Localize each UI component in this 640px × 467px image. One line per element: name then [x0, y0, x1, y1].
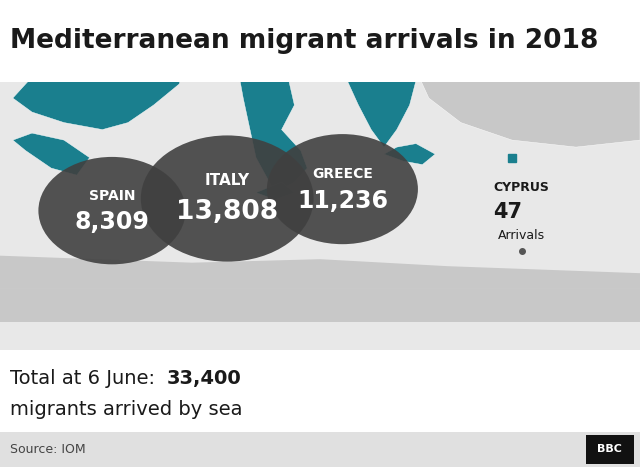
Ellipse shape	[267, 134, 418, 244]
Polygon shape	[166, 28, 256, 63]
Text: 11,236: 11,236	[297, 189, 388, 213]
Text: Mediterranean migrant arrivals in 2018: Mediterranean migrant arrivals in 2018	[10, 28, 598, 54]
Polygon shape	[0, 18, 128, 42]
Text: Total at 6 June:: Total at 6 June:	[10, 369, 161, 389]
Polygon shape	[384, 144, 435, 164]
Text: ITALY: ITALY	[205, 173, 250, 188]
Text: 33,400: 33,400	[166, 369, 241, 389]
Polygon shape	[256, 182, 294, 199]
Text: Arrivals: Arrivals	[498, 229, 545, 242]
Polygon shape	[346, 49, 416, 147]
Ellipse shape	[141, 135, 314, 262]
Polygon shape	[0, 0, 640, 21]
Text: SPAIN: SPAIN	[89, 189, 135, 203]
Text: CYPRUS: CYPRUS	[493, 181, 550, 193]
Polygon shape	[320, 42, 397, 70]
Polygon shape	[416, 46, 640, 147]
Polygon shape	[13, 31, 186, 129]
Bar	[0, 0, 640, 82]
Text: Source: IOM: Source: IOM	[10, 443, 85, 456]
Bar	[0, 432, 640, 467]
Polygon shape	[0, 289, 640, 322]
Ellipse shape	[38, 157, 186, 264]
Text: 47: 47	[493, 202, 522, 222]
Text: 13,808: 13,808	[176, 199, 278, 226]
Polygon shape	[230, 21, 307, 192]
Bar	[0, 0, 640, 350]
Text: BBC: BBC	[597, 445, 622, 454]
Polygon shape	[0, 256, 640, 289]
Bar	[586, 435, 634, 464]
Polygon shape	[13, 133, 90, 175]
Text: 8,309: 8,309	[75, 211, 149, 234]
Bar	[0, 350, 282, 432]
Text: GREECE: GREECE	[312, 167, 373, 181]
Text: migrants arrived by sea: migrants arrived by sea	[10, 400, 242, 418]
